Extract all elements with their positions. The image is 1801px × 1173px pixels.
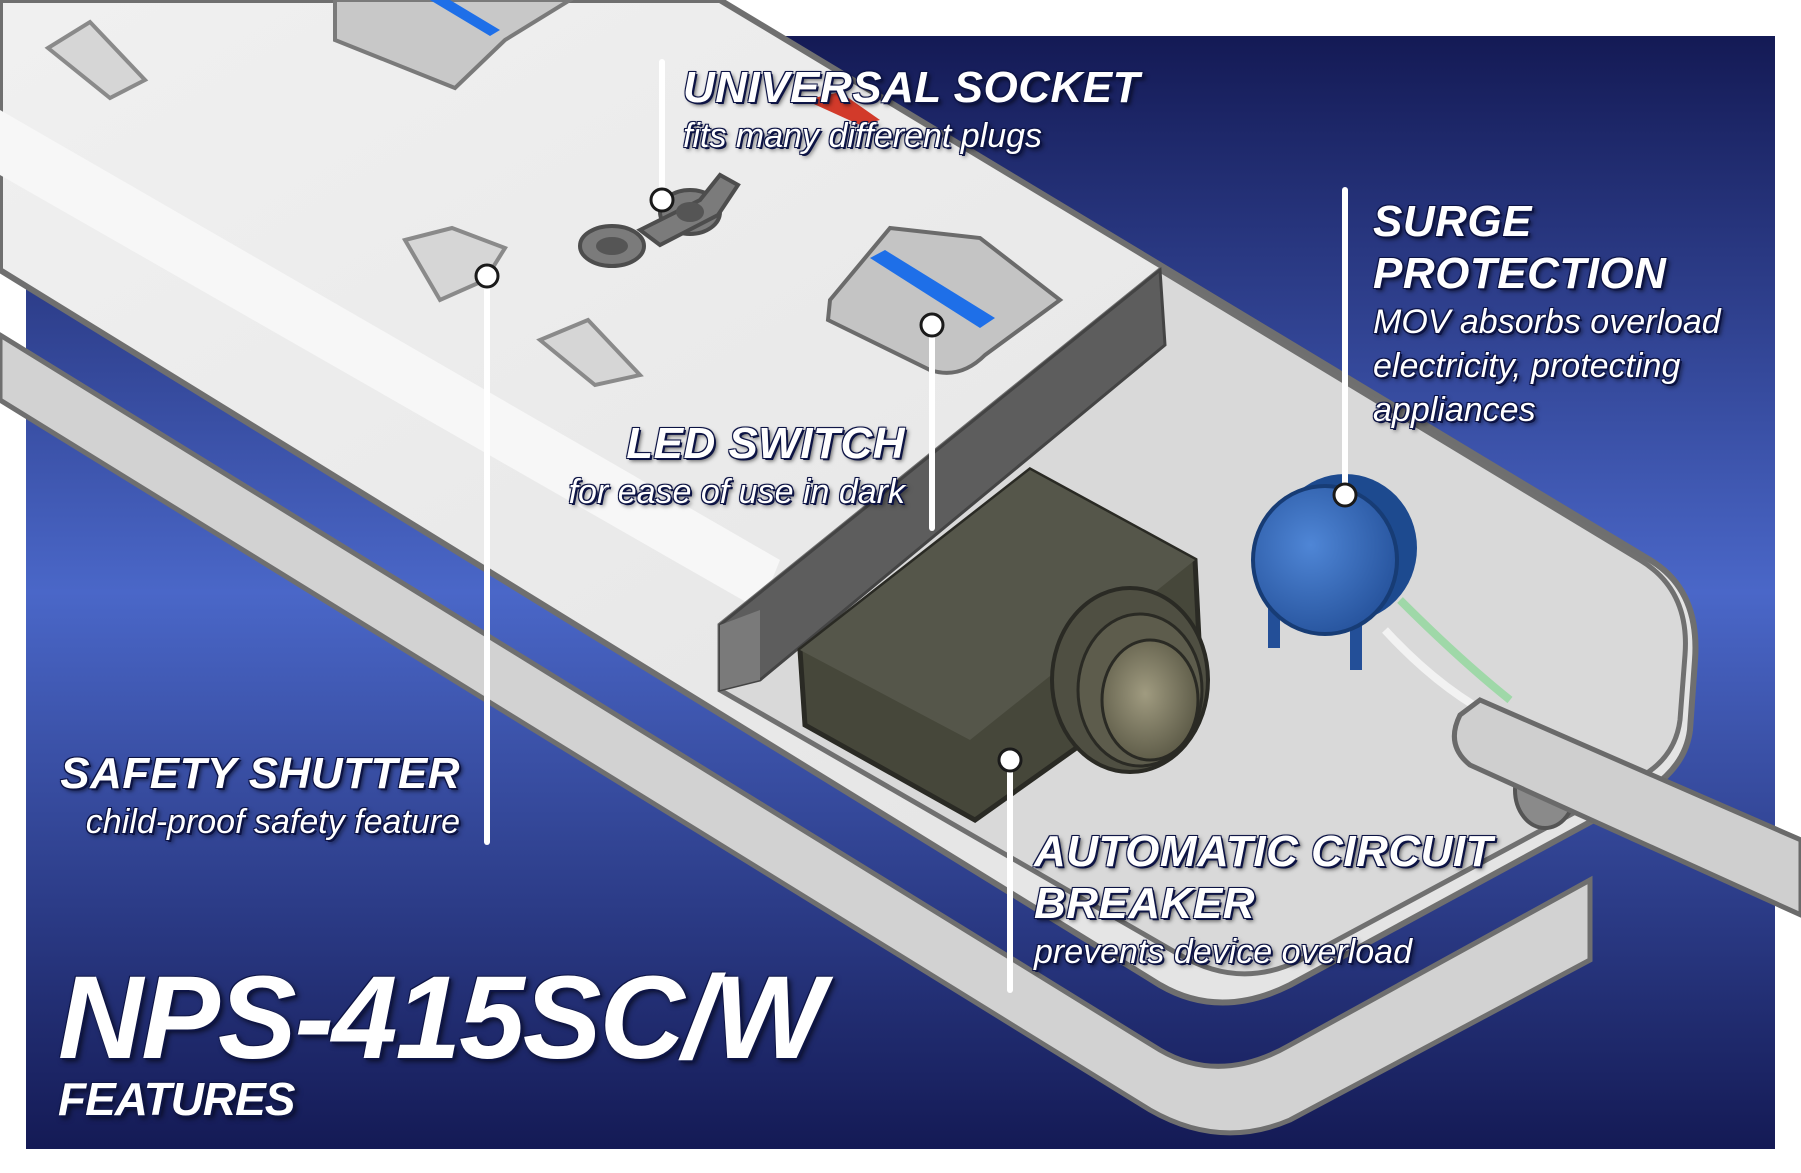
callout-title: SAFETY SHUTTER: [60, 749, 460, 798]
mov-varistor-icon: [1251, 474, 1417, 670]
power-cord-icon: [1451, 697, 1801, 918]
callout-title: UNIVERSAL SOCKET: [683, 63, 1141, 112]
callout-dot-universal: [649, 187, 675, 213]
led-switch-icon: [825, 225, 1064, 375]
callout-dot-safety: [474, 263, 500, 289]
callout-description: child-proof safety feature: [85, 803, 460, 841]
callout-description: MOV absorbs overload electricity, protec…: [1373, 303, 1721, 429]
callout-description: prevents device overload: [1034, 933, 1413, 971]
product-model: NPS-415SC/W: [58, 952, 825, 1084]
callout-led-switch: LED SWITCH for ease of use in dark: [430, 418, 905, 514]
callout-dot-led: [919, 312, 945, 338]
callout-circuit-breaker: AUTOMATIC CIRCUIT BREAKER prevents devic…: [1034, 826, 1554, 974]
socket-led-red: [805, 92, 880, 125]
callout-surge-protection: SURGE PROTECTION MOV absorbs overload el…: [1373, 196, 1793, 432]
callout-universal-socket: UNIVERSAL SOCKET fits many different plu…: [683, 62, 1243, 158]
led-switch-icon-top: [333, 0, 574, 91]
callout-title: SURGE PROTECTION: [1373, 197, 1667, 298]
callout-lines: [484, 59, 1348, 993]
callout-dot-breaker: [997, 747, 1023, 773]
callout-description: for ease of use in dark: [568, 473, 905, 511]
product-subtitle: FEATURES: [58, 1073, 295, 1125]
wire-green: [1397, 597, 1513, 704]
callout-title: AUTOMATIC CIRCUIT BREAKER: [1034, 827, 1494, 928]
callout-dots: [474, 187, 1358, 773]
product-heading: NPS-415SC/W FEATURES: [58, 952, 825, 1125]
circuit-breaker-icon: [797, 467, 1210, 823]
callout-title: LED SWITCH: [626, 419, 905, 468]
inner-wall-front: [720, 610, 760, 690]
strip-highlight: [0, 110, 780, 610]
callout-dot-surge: [1332, 482, 1358, 508]
universal-socket-icon: [578, 172, 741, 268]
strip-side-face: [0, 332, 1593, 1136]
callout-description: fits many different plugs: [683, 117, 1043, 155]
callout-safety-shutter: SAFETY SHUTTER child-proof safety featur…: [40, 748, 460, 844]
